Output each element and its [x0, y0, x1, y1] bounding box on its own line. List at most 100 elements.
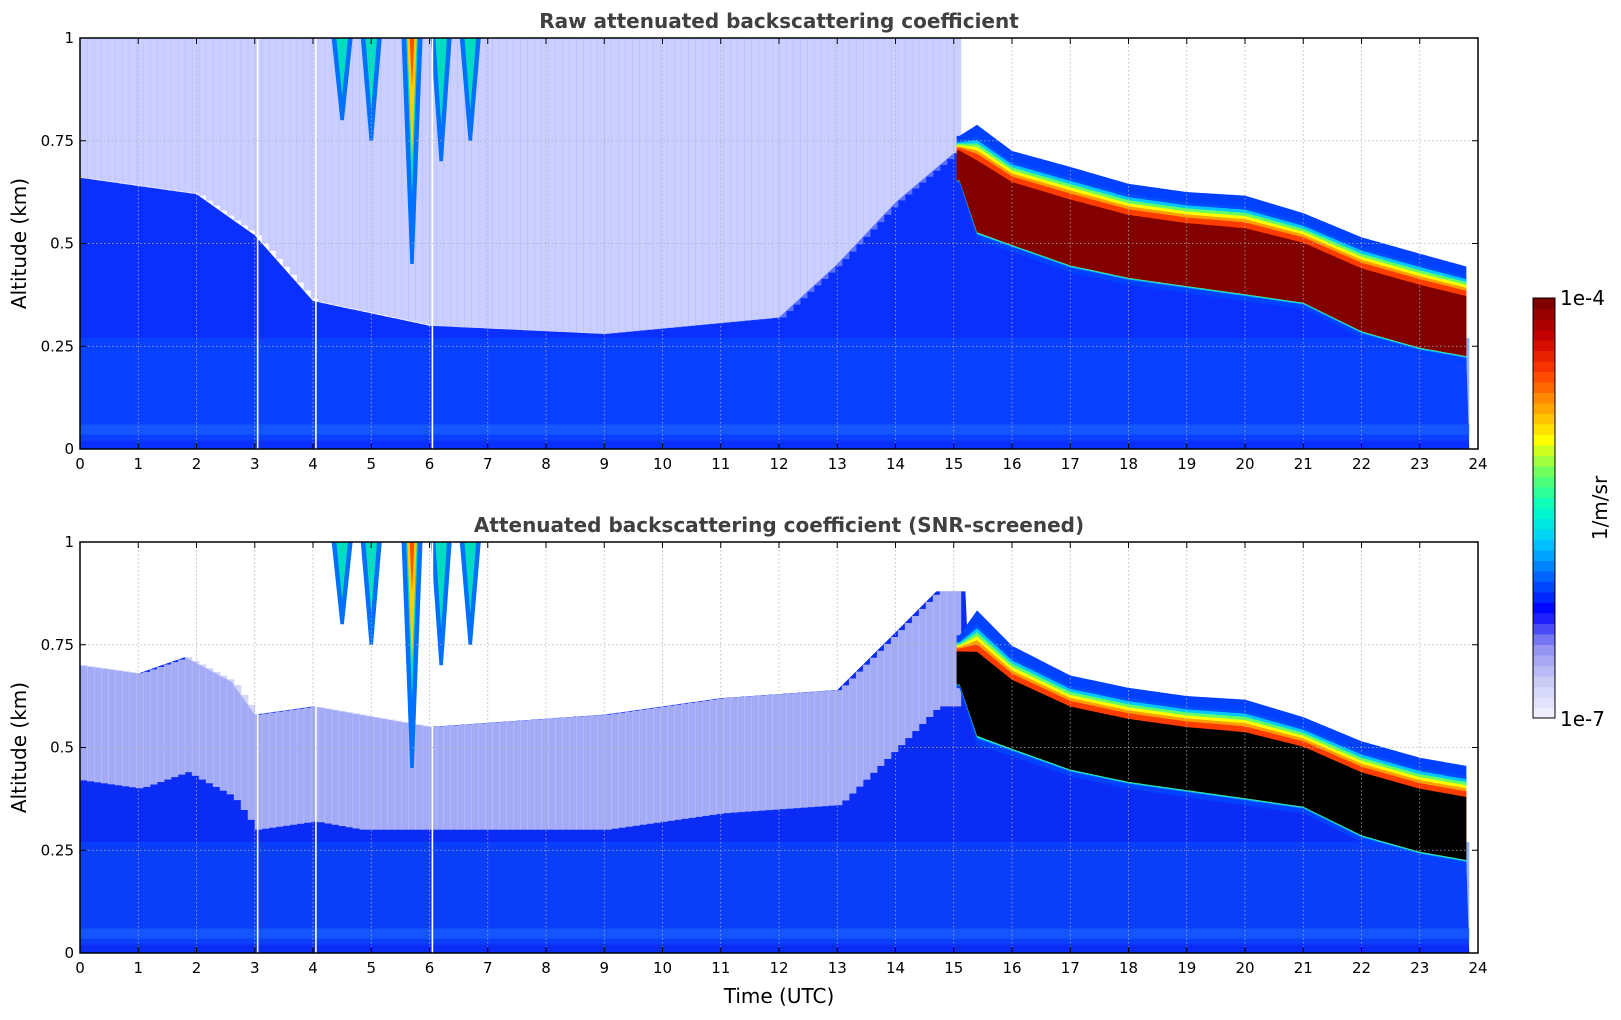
aerosol-speckle	[597, 715, 605, 830]
aerosol-speckle	[499, 722, 507, 830]
precipitation-streak	[360, 38, 382, 141]
x-tick-label: 11	[711, 959, 730, 977]
colorbar-step	[1533, 707, 1555, 719]
aerosol-speckle	[464, 38, 472, 328]
aerosol-speckle	[813, 691, 822, 807]
aerosol-speckle	[464, 724, 472, 830]
aerosol-speckle	[730, 697, 738, 813]
x-tick-label: 22	[1352, 959, 1371, 977]
aerosol-speckle	[422, 38, 430, 325]
x-tick-label: 5	[366, 959, 376, 977]
x-tick-label: 9	[599, 455, 609, 473]
aerosol-speckle	[478, 38, 486, 329]
precipitation-streak	[360, 542, 382, 645]
x-tick-label: 2	[192, 959, 202, 977]
x-tick-label: 13	[828, 455, 847, 473]
aerosol-speckle	[785, 38, 794, 312]
aerosol-speckle	[890, 637, 899, 753]
aerosol-speckle	[792, 693, 801, 809]
aerosol-speckle	[779, 694, 787, 810]
aerosol-speckle	[80, 665, 88, 781]
aerosol-speckle	[338, 710, 347, 827]
y-tick-label: 0.75	[41, 132, 74, 150]
aerosol-speckle	[107, 669, 116, 785]
aerosol-speckle	[737, 697, 745, 813]
aerosol-speckle	[142, 671, 151, 787]
aerosol-speckle	[331, 709, 340, 825]
aerosol-speckle	[429, 726, 437, 830]
aerosol-speckle	[618, 38, 626, 333]
x-tick-label: 10	[653, 959, 672, 977]
y-axis-label: Altitude (km)	[7, 178, 31, 309]
aerosol-speckle	[779, 38, 787, 318]
aerosol-speckle	[177, 659, 186, 775]
aerosol-speckle	[702, 38, 710, 325]
aerosol-speckle	[268, 38, 277, 252]
aerosol-speckle	[681, 38, 689, 327]
colorbar-step	[1533, 602, 1555, 614]
precipitation-streak	[401, 38, 423, 265]
aerosol-speckle	[80, 38, 88, 178]
colorbar-step	[1533, 560, 1555, 572]
aerosol-speckle	[310, 38, 319, 299]
aerosol-speckle	[925, 601, 934, 717]
colorbar-step	[1533, 466, 1555, 477]
aerosol-speckle	[219, 675, 228, 791]
aerosol-speckle	[352, 713, 361, 829]
aerosol-speckle	[897, 630, 906, 746]
x-tick-label: 3	[250, 455, 260, 473]
aerosol-speckle	[275, 38, 284, 259]
x-tick-label: 8	[541, 455, 551, 473]
aerosol-speckle	[646, 708, 654, 824]
colorbar-step	[1533, 455, 1555, 467]
aerosol-speckle	[394, 720, 403, 830]
x-tick-label: 20	[1235, 959, 1254, 977]
aerosol-speckle	[625, 711, 633, 827]
x-tick-label: 15	[944, 455, 963, 473]
colorbar-frame	[1532, 297, 1556, 719]
aerosol-speckle	[758, 38, 766, 320]
x-tick-label: 14	[886, 455, 905, 473]
aerosol-speckle	[876, 38, 885, 223]
aerosol-speckle	[758, 695, 766, 811]
aerosol-speckle	[527, 720, 535, 830]
x-tick-label: 21	[1294, 455, 1313, 473]
x-tick-label: 7	[483, 959, 493, 977]
aerosol-speckle	[177, 38, 186, 192]
x-tick-label: 9	[599, 959, 609, 977]
aerosol-speckle	[135, 38, 144, 186]
aerosol-speckle	[135, 673, 144, 789]
x-tick-label: 4	[308, 959, 318, 977]
aerosol-speckle	[380, 38, 389, 316]
aerosol-speckle	[226, 679, 235, 795]
x-tick-label: 8	[541, 959, 551, 977]
aerosol-speckle	[911, 38, 920, 189]
aerosol-speckle	[765, 38, 773, 319]
aerosol-speckle	[667, 38, 675, 329]
x-tick-label: 18	[1119, 455, 1138, 473]
aerosol-speckle	[618, 712, 626, 828]
aerosol-speckle	[862, 664, 871, 780]
aerosol-speckle	[429, 38, 437, 326]
aerosol-speckle	[149, 669, 158, 785]
aerosol-speckle	[205, 38, 214, 201]
aerosol-speckle	[198, 38, 207, 196]
aerosol-speckle	[869, 38, 878, 230]
aerosol-speckle	[240, 38, 249, 226]
aerosol-speckle	[450, 725, 458, 830]
snr-screened-panel: Attenuated backscattering coefficient (S…	[7, 513, 1488, 1008]
aerosol-speckle	[478, 723, 486, 830]
colorbar-step	[1533, 508, 1555, 519]
aerosol-speckle	[534, 38, 542, 331]
aerosol-speckle	[562, 717, 570, 830]
aerosol-speckle	[625, 38, 633, 332]
aerosol-speckle	[848, 678, 857, 794]
aerosol-speckle	[897, 38, 906, 201]
aerosol-speckle	[149, 38, 158, 188]
x-tick-label: 7	[483, 455, 493, 473]
aerosol-speckle	[254, 714, 263, 830]
colorbar-step	[1533, 686, 1555, 698]
aerosol-speckle	[520, 720, 528, 830]
aerosol-speckle	[653, 707, 661, 823]
